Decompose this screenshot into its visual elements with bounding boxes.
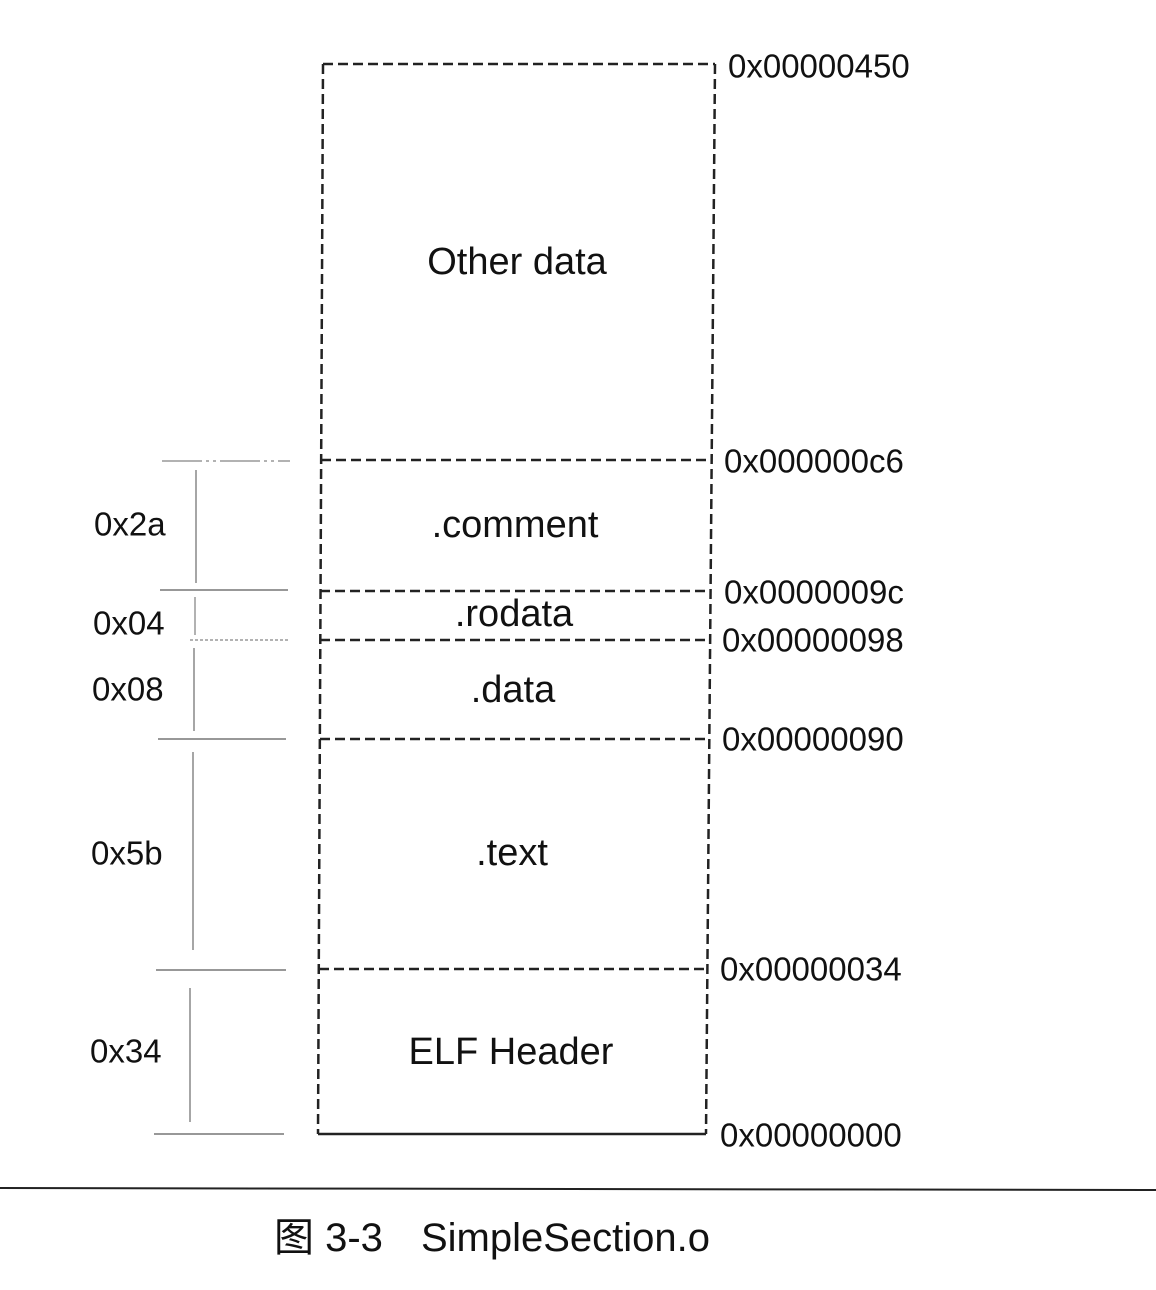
box-left-edge (316, 63, 325, 1135)
section-text-label: .text (476, 832, 548, 874)
size-label-comment: 0x2a (94, 505, 166, 543)
offset-label: 0x00000034 (720, 950, 902, 988)
offset-label: 0x00000090 (722, 720, 904, 758)
offset-label: 0x00000098 (722, 621, 904, 659)
size-label-data: 0x08 (92, 670, 164, 708)
size-label-text: 0x5b (91, 834, 163, 872)
section-rodata-label: .rodata (454, 593, 574, 635)
size-label-elf-header: 0x34 (90, 1032, 162, 1070)
section-data-label: .data (470, 669, 556, 711)
offset-label: 0x0000009c (724, 573, 904, 611)
size-label-rodata: 0x04 (93, 604, 165, 642)
caption-rule (0, 1187, 1156, 1191)
offset-label: 0x00000450 (728, 47, 910, 85)
offset-label: 0x00000000 (720, 1116, 902, 1154)
figure-caption: 图 3-3 SimpleSection.o (274, 1218, 710, 1258)
offset-label: 0x000000c6 (724, 442, 904, 480)
box-right-edge (704, 63, 717, 1135)
section-elf-header-label: ELF Header (408, 1031, 614, 1073)
figure-number: 图 3-3 (274, 1216, 383, 1260)
figure-title: SimpleSection.o (420, 1216, 710, 1260)
section-other-data-label: Other data (427, 241, 607, 283)
section-comment-label: .comment (431, 504, 599, 546)
